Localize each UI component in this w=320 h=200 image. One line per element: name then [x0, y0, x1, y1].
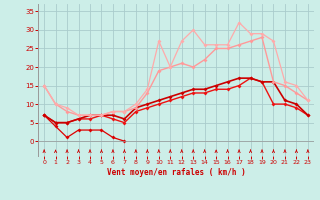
X-axis label: Vent moyen/en rafales ( km/h ): Vent moyen/en rafales ( km/h )	[107, 168, 245, 177]
